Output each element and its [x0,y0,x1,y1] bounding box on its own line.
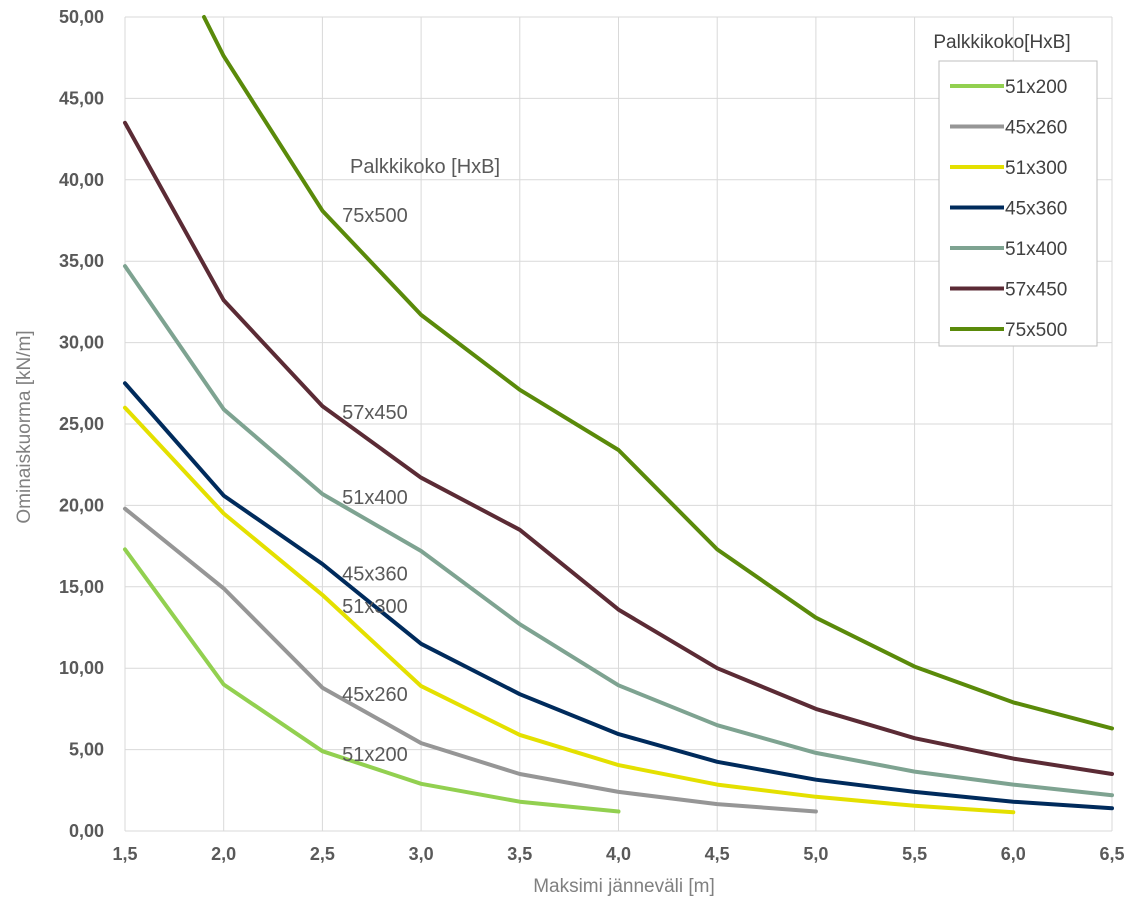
inline-label-51x200: 51x200 [342,744,408,766]
series-line-75x500 [202,15,1114,731]
legend-label-51x400: 51x400 [1005,239,1067,260]
x-tick-label: 3,5 [507,844,532,864]
legend-label-45x360: 45x360 [1005,199,1067,220]
x-tick-label: 3,0 [409,844,434,864]
y-tick-label: 35,00 [59,251,104,271]
legend-items: 51x200 45x260 51x300 45x360 51x400 57x450 75x5… [950,77,1067,341]
legend-label-51x200: 51x200 [1005,77,1067,98]
y-axis-ticks: 0,00 5,00 10,00 15,00 20,00 25,00 30,00 35,00 40… [59,7,104,841]
y-tick-label: 20,00 [59,495,104,515]
x-tick-label: 4,0 [606,844,631,864]
y-tick-label: 15,00 [59,577,104,597]
y-tick-label: 5,00 [69,740,104,760]
y-tick-label: 45,00 [59,88,104,108]
series-line-51x400 [123,264,1114,798]
x-tick-label: 2,5 [310,844,335,864]
y-axis-title: Ominaiskuorma [kN/m] [14,330,35,523]
y-tick-label: 30,00 [59,333,104,353]
legend-label-75x500: 75x500 [1005,320,1067,341]
legend: Palkkikoko[HxB] 51x200 45x260 51x300 45x360… [933,32,1098,347]
series-line-51x300 [123,405,1016,815]
x-tick-label: 6,5 [1099,844,1124,864]
y-tick-label: 0,00 [69,821,104,841]
inline-label-75x500: 75x500 [342,205,408,227]
series-lines [123,15,1114,815]
x-tick-label: 2,0 [211,844,236,864]
annotation-title: Palkkikoko [HxB] [350,156,500,178]
x-tick-label: 5,0 [803,844,828,864]
series-line-45x360 [123,381,1114,811]
legend-label-45x260: 45x260 [1005,118,1067,139]
inline-series-labels: 75x500 57x450 51x400 45x360 51x300 45x260 51x2… [342,205,408,766]
legend-label-51x300: 51x300 [1005,158,1067,179]
legend-box [938,60,1098,347]
series-line-45x260 [123,506,818,814]
y-tick-label: 40,00 [59,170,104,190]
y-tick-label: 50,00 [59,7,104,27]
x-tick-label: 1,5 [112,844,137,864]
x-tick-label: 5,5 [902,844,927,864]
inline-label-57x450: 57x450 [342,402,408,424]
inline-label-51x300: 51x300 [342,596,408,618]
x-axis-ticks: 1,5 2,0 2,5 3,0 3,5 4,0 4,5 5,0 5,5 6,0 6,5 [112,844,1124,864]
y-tick-label: 10,00 [59,658,104,678]
legend-title: Palkkikoko[HxB] [933,32,1070,53]
x-tick-label: 6,0 [1001,844,1026,864]
x-axis-title: Maksimi jänneväli [m] [533,876,715,897]
inline-label-51x400: 51x400 [342,487,408,509]
inline-label-45x360: 45x360 [342,563,408,585]
y-tick-label: 25,00 [59,414,104,434]
inline-label-45x260: 45x260 [342,684,408,706]
x-tick-label: 4,5 [705,844,730,864]
series-line-57x450 [123,120,1114,776]
series-line-51x200 [123,547,621,814]
legend-label-57x450: 57x450 [1005,280,1067,301]
gridlines [124,16,1113,832]
